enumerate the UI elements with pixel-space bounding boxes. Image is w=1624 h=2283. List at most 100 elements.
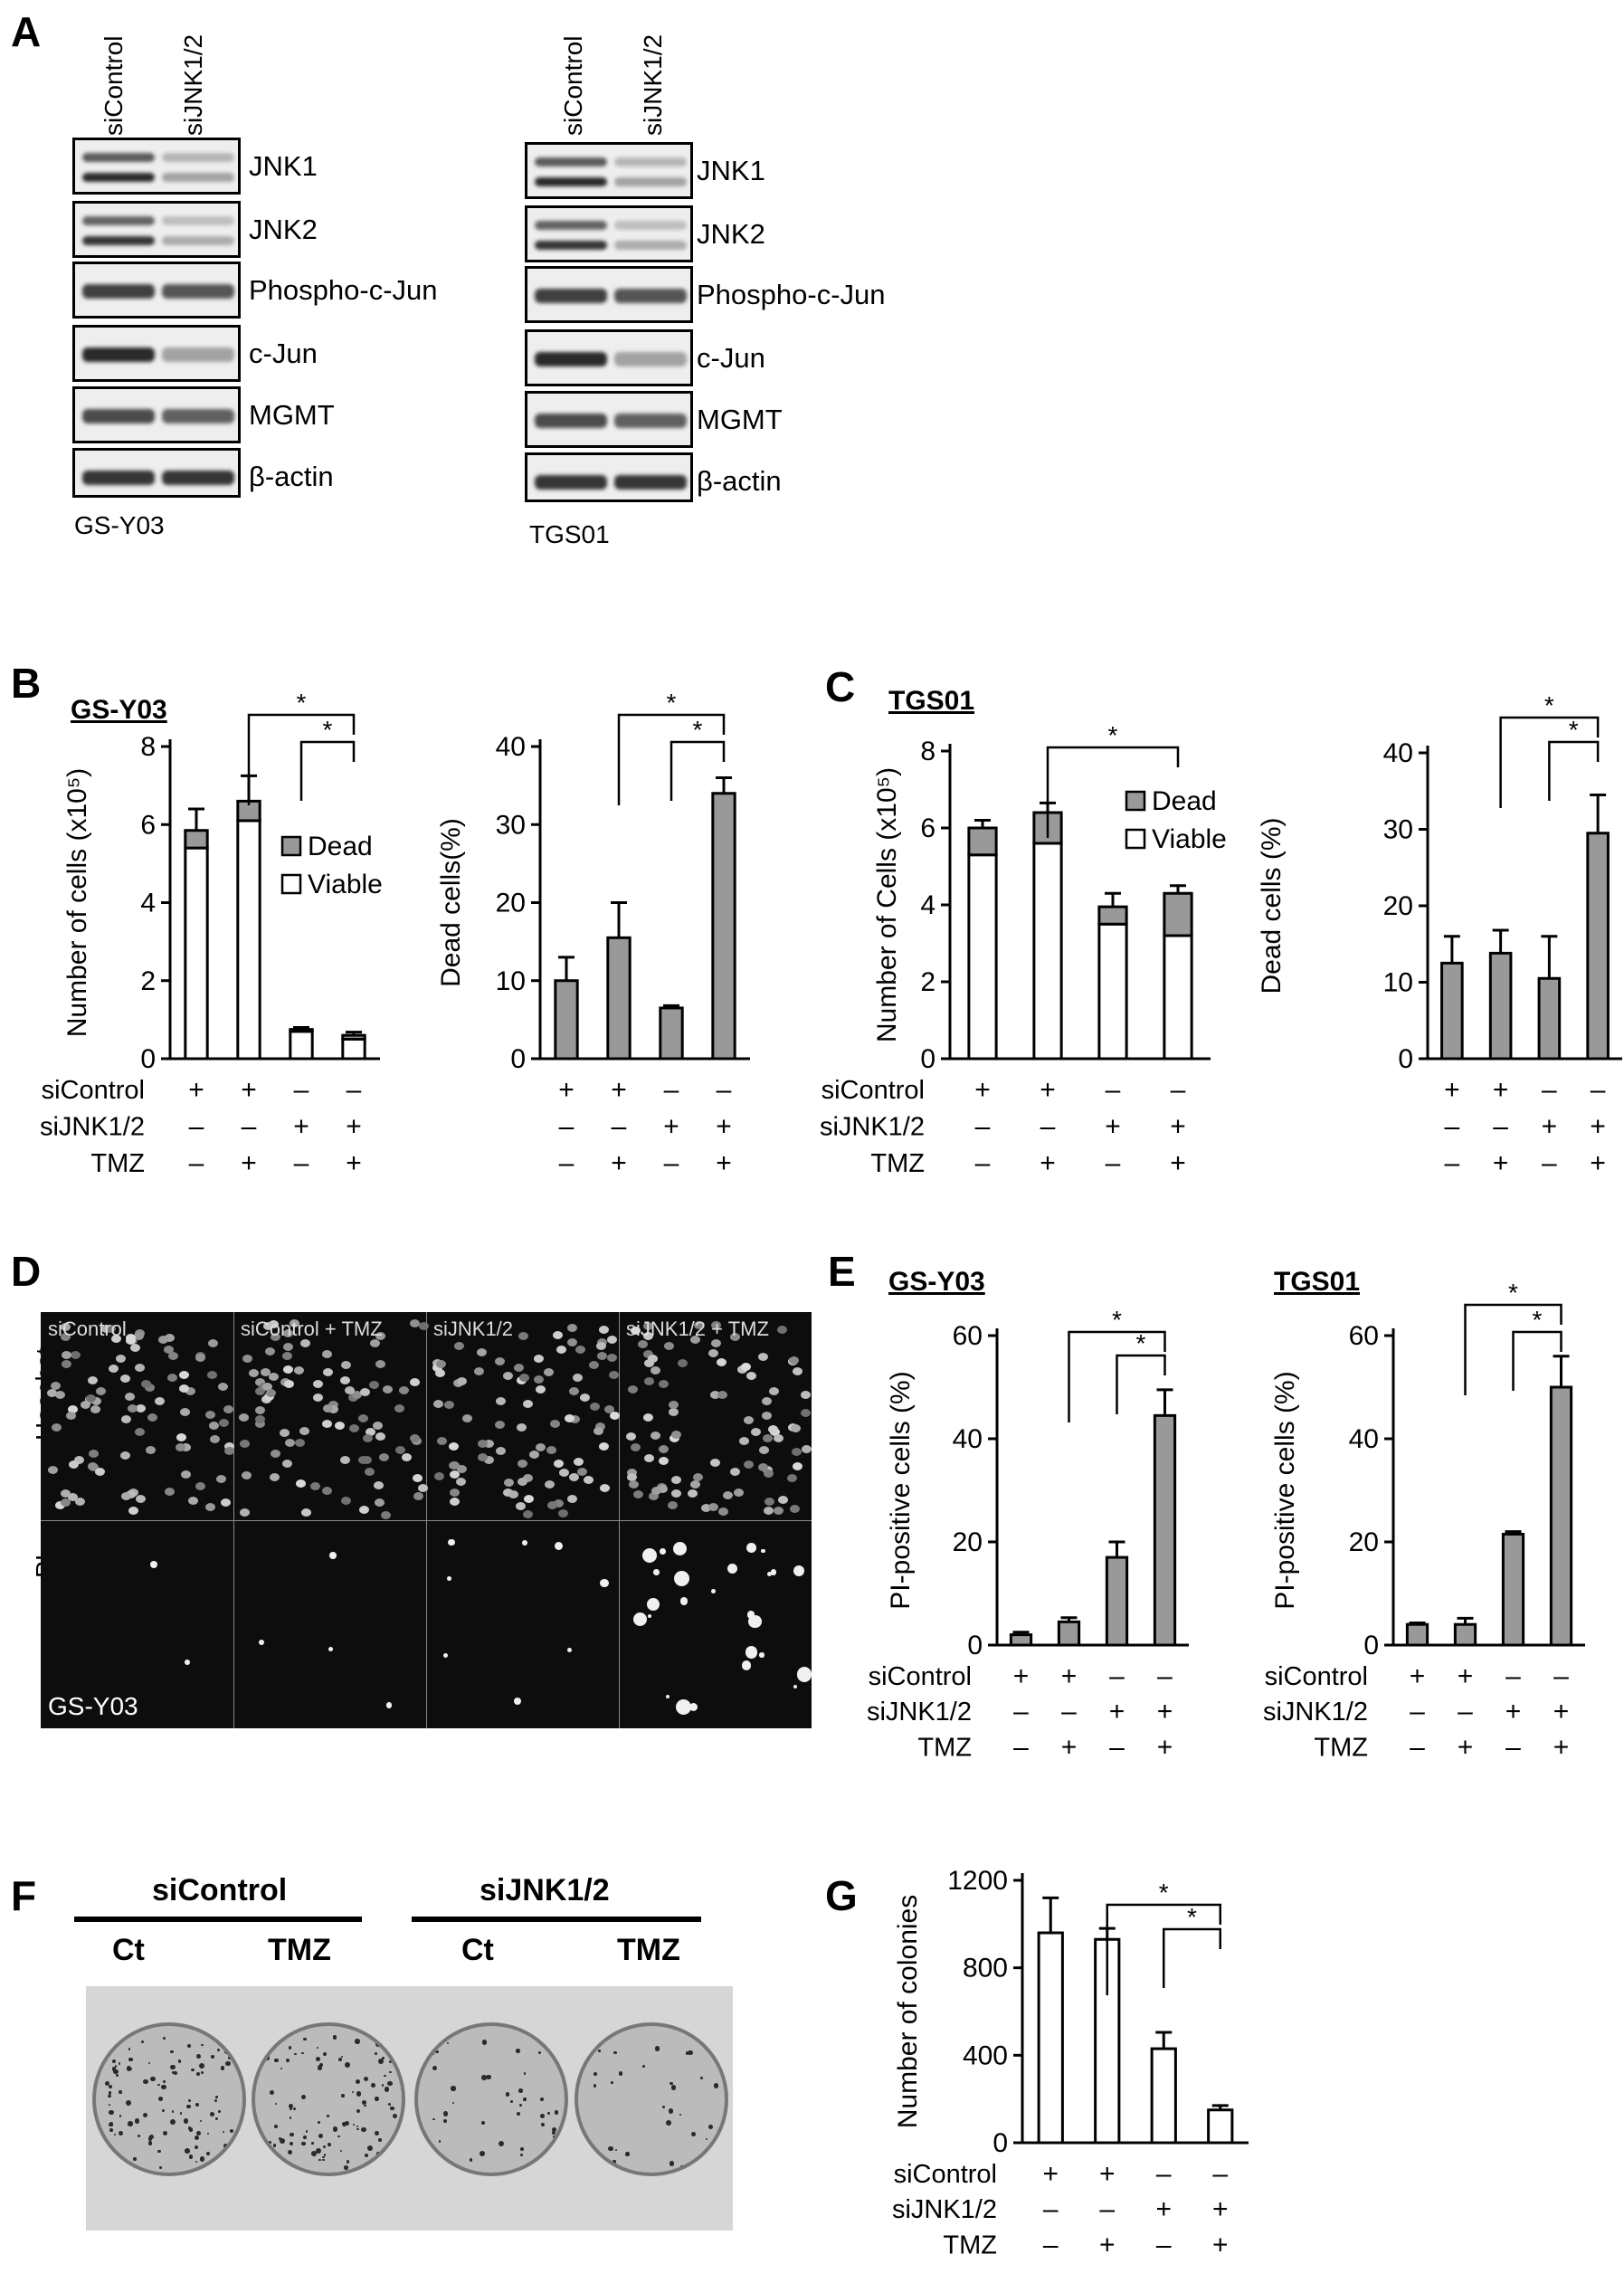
colony	[447, 2041, 450, 2044]
nucleus	[606, 1354, 617, 1363]
colony	[375, 2097, 379, 2101]
nucleus	[668, 1501, 679, 1510]
nucleus	[523, 1510, 534, 1519]
nucleus	[54, 1500, 65, 1509]
colony	[289, 2107, 292, 2111]
nucleus	[436, 1437, 447, 1446]
nucleus	[365, 1467, 375, 1476]
y-tick-label: 4	[140, 889, 156, 918]
pi-positive-cell	[600, 1578, 609, 1588]
pi-positive-cell	[727, 1564, 737, 1574]
nucleus	[800, 1390, 811, 1399]
nucleus	[762, 1411, 773, 1420]
nucleus	[758, 1352, 769, 1361]
colony	[185, 2148, 191, 2154]
treatment-sign: –	[1156, 2159, 1172, 2189]
nucleus	[627, 1469, 638, 1478]
nucleus	[668, 1400, 679, 1409]
nucleus	[553, 1330, 564, 1339]
nucleus	[787, 1474, 798, 1483]
colony	[269, 2089, 275, 2096]
treatment-sign: –	[1410, 1732, 1425, 1762]
treatment-sign: +	[1410, 1661, 1426, 1691]
treatment-sign: –	[242, 1112, 257, 1142]
colony	[196, 2072, 200, 2076]
significance-bracket	[1163, 1927, 1221, 1988]
treatment-sign: +	[1013, 1661, 1030, 1691]
nucleus	[379, 1453, 390, 1462]
blot-signal	[535, 177, 607, 186]
colony	[287, 2149, 292, 2155]
nucleus	[207, 1370, 218, 1379]
bar-viable	[1163, 934, 1193, 1061]
nucleus	[599, 1442, 610, 1451]
y-tick-label: 0	[920, 1044, 935, 1074]
nucleus	[345, 1385, 356, 1394]
band-label: JNK2	[697, 218, 765, 250]
colony	[273, 2125, 278, 2129]
cell-line-label: GS-Y03	[74, 511, 165, 539]
nucleus	[556, 1345, 566, 1354]
y-tick-label: 0	[992, 2128, 1008, 2158]
blot-signal	[82, 284, 155, 299]
nucleus	[209, 1435, 220, 1444]
bar	[1105, 1555, 1129, 1647]
colony	[519, 2146, 525, 2151]
nucleus	[47, 1388, 58, 1397]
treatment-sign: +	[346, 1112, 362, 1142]
nucleus	[352, 1391, 363, 1400]
nucleus	[239, 1508, 250, 1517]
nucleus	[547, 1500, 558, 1509]
treatment-sign: +	[1590, 1148, 1606, 1178]
nucleus	[478, 1452, 489, 1461]
significance-star: *	[693, 716, 703, 744]
nucleus	[382, 1385, 393, 1394]
pi-positive-cell	[641, 1548, 658, 1564]
nucleus	[648, 1354, 659, 1363]
nucleus	[710, 1391, 721, 1400]
colony	[301, 2094, 307, 2100]
nucleus	[746, 1372, 757, 1381]
nucleus	[220, 1498, 231, 1508]
treatment-sign: +	[1157, 1732, 1173, 1762]
treatment-row-label: siJNK1/2	[1263, 1698, 1368, 1727]
treatment-sign: +	[974, 1075, 991, 1105]
colony	[223, 2050, 229, 2055]
bar-viable	[1097, 922, 1128, 1061]
band-label: Phospho-c-Jun	[697, 279, 886, 310]
colony	[705, 2047, 711, 2052]
nucleus	[61, 1350, 71, 1359]
pi-positive-cell	[554, 1542, 563, 1551]
colony	[670, 2161, 675, 2166]
y-tick-label: 2	[140, 966, 156, 996]
colony	[317, 2064, 323, 2070]
legend-swatch-dead	[280, 835, 302, 857]
sub-label: Ct	[112, 1933, 145, 1967]
pi-positive-cell	[647, 1614, 651, 1619]
treatment-sign: +	[1170, 1148, 1186, 1178]
colony	[344, 2061, 350, 2068]
panel-e-title-left: GS-Y03	[888, 1267, 985, 1297]
colony	[305, 2130, 309, 2133]
colony	[322, 2155, 325, 2159]
nucleus	[478, 1439, 489, 1448]
significance-star: *	[1544, 691, 1554, 719]
significance-star: *	[297, 689, 307, 717]
colony	[118, 2130, 123, 2136]
colony	[374, 2051, 377, 2055]
bar-dead	[1097, 905, 1128, 926]
pi-positive-cell	[793, 1685, 798, 1689]
nucleus	[543, 1368, 554, 1377]
colony	[481, 2040, 487, 2045]
nucleus	[417, 1483, 428, 1492]
y-tick-label: 20	[496, 889, 526, 918]
nucleus	[456, 1464, 467, 1473]
nucleus	[606, 1335, 617, 1344]
significance-bracket	[1046, 746, 1180, 838]
y-tick-label: 20	[1349, 1527, 1379, 1557]
y-tick-label: 10	[1383, 968, 1413, 998]
colony	[356, 2125, 359, 2128]
nucleus	[671, 1489, 682, 1498]
treatment-sign: +	[1444, 1075, 1460, 1105]
nucleus	[175, 1442, 185, 1451]
